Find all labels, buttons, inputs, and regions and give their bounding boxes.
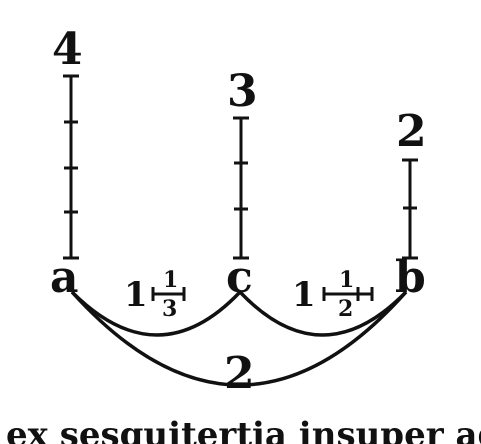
rod-label-three: 3 (227, 66, 258, 117)
arc-a-to-c (70, 290, 242, 337)
ratio-a-c-whole: 1 (124, 275, 148, 315)
point-label-c: c (226, 252, 253, 303)
ratio-a-c: 1 1 3 (124, 267, 186, 322)
rod-three-units (233, 116, 249, 260)
rod-two-units (402, 158, 418, 260)
ratio-a-c-numerator: 1 (163, 267, 178, 293)
caption-text: ex sesquitertia insuper ad e (6, 415, 481, 444)
arc-c-to-b (238, 290, 408, 337)
ratio-c-b: 1 1 2 (292, 267, 374, 322)
arc-a-to-b (70, 290, 408, 387)
ratio-c-b-numerator: 1 (339, 267, 354, 293)
rod-label-two: 2 (396, 106, 427, 157)
rod-label-four: 4 (52, 24, 83, 75)
rod-four-units (63, 74, 79, 260)
ratio-a-b: 2 (224, 348, 255, 399)
ratio-a-c-denominator: 3 (162, 296, 177, 322)
ratio-c-b-whole: 1 (292, 275, 316, 315)
ratio-c-b-denominator: 2 (338, 296, 353, 322)
point-label-b: b (395, 252, 426, 303)
